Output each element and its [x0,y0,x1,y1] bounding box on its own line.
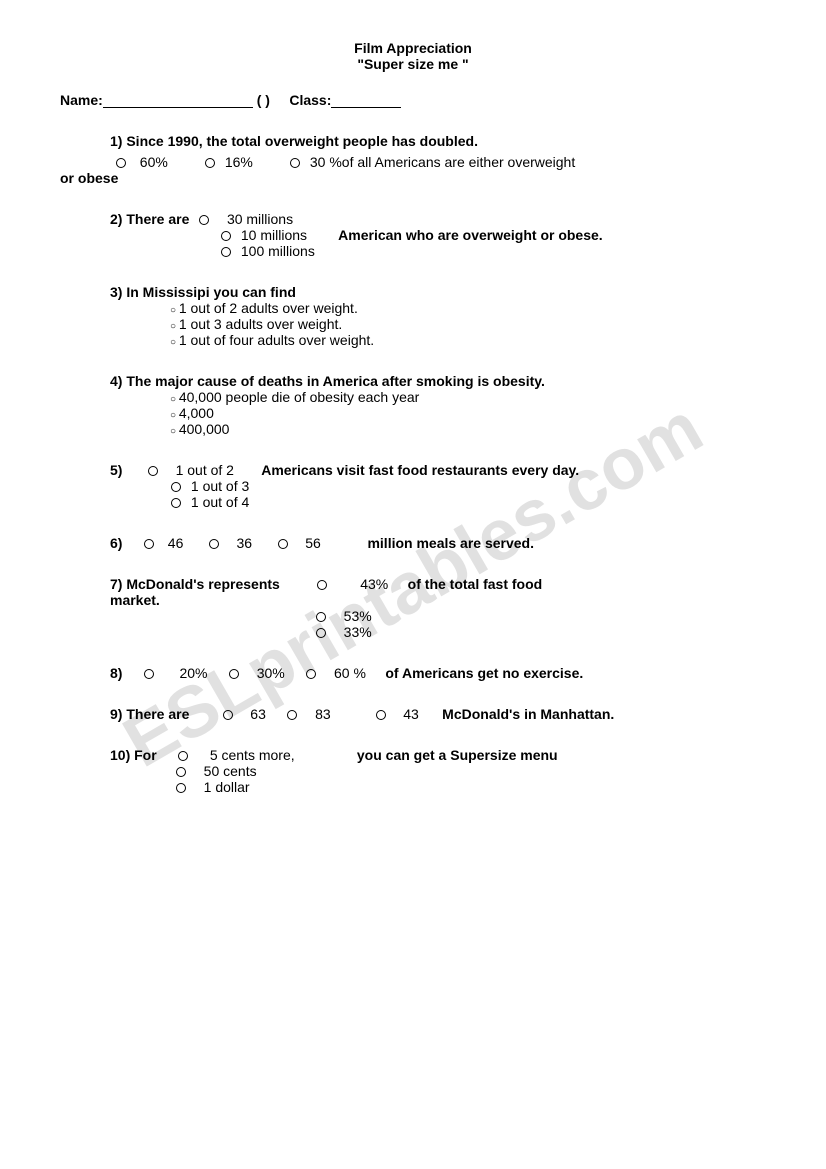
q1-opt3: 30 %of all Americans are either overweig… [310,154,575,170]
name-blank[interactable] [103,94,253,108]
radio-icon[interactable] [171,498,181,508]
q7-lead: 7) McDonald's represents [110,576,280,592]
q4-prompt: 4) The major cause of deaths in America … [110,373,766,389]
radio-icon[interactable] [221,247,231,257]
q4-opt1[interactable]: 40,000 people die of obesity each year [170,389,766,405]
q1-tail: or obese [60,170,766,186]
q8-lead: 8) [110,665,122,681]
radio-icon[interactable] [148,466,158,476]
q10-opt3: 1 dollar [204,779,250,795]
question-7: 7) McDonald's represents 43% of the tota… [110,576,766,640]
question-8: 8) 20% 30% 60 % of Americans get no exer… [110,665,766,681]
q9-tail: McDonald's in Manhattan. [442,706,614,722]
q1-options: 60% 16% 30 %of all Americans are either … [110,154,766,170]
q6-opt1: 46 [168,535,184,551]
radio-icon[interactable] [178,751,188,761]
q1-opt2: 16% [225,154,253,170]
class-blank[interactable] [331,94,401,108]
q8-opt1: 20% [179,665,207,681]
q7-opt3: 33% [344,624,372,640]
q6-lead: 6) [110,535,122,551]
q4-opt3[interactable]: 400,000 [170,421,766,437]
q5-opt1: 1 out of 2 [176,462,234,478]
q7-opt2: 53% [344,608,372,624]
q1-opt1: 60% [140,154,168,170]
q2-tail: American who are overweight or obese. [338,227,603,243]
q9-lead: 9) There are [110,706,189,722]
q10-opt2: 50 cents [204,763,257,779]
q5-lead: 5) [110,462,122,478]
question-2: 2) There are 30 millions 10 millions Ame… [110,211,766,259]
name-class-row: Name: ( ) Class: [60,92,766,108]
q1-prompt: 1) Since 1990, the total overweight peop… [110,133,766,149]
class-label: Class: [289,92,331,108]
radio-icon[interactable] [223,710,233,720]
q3-opt1[interactable]: 1 out of 2 adults over weight. [170,300,766,316]
q5-opt2: 1 out of 3 [191,478,249,494]
q4-opt2[interactable]: 4,000 [170,405,766,421]
radio-icon[interactable] [176,783,186,793]
radio-icon[interactable] [290,158,300,168]
radio-icon[interactable] [199,215,209,225]
radio-icon[interactable] [144,539,154,549]
q3-prompt: 3) In Mississipi you can find [110,284,766,300]
q3-opt3[interactable]: 1 out of four adults over weight. [170,332,766,348]
q6-opt2: 36 [237,535,253,551]
q8-opt3: 60 % [334,665,366,681]
radio-icon[interactable] [209,539,219,549]
q8-tail: of Americans get no exercise. [385,665,583,681]
title-line-2: "Super size me " [60,56,766,72]
parens: ( ) [257,92,270,108]
name-label: Name: [60,92,103,108]
question-10: 10) For 5 cents more, you can get a Supe… [110,747,766,795]
radio-icon[interactable] [316,628,326,638]
question-6: 6) 46 36 56 million meals are served. [110,535,766,551]
worksheet-content: Film Appreciation "Super size me " Name:… [60,40,766,795]
q8-opt2: 30% [257,665,285,681]
question-4: 4) The major cause of deaths in America … [110,373,766,437]
q10-lead: 10) For [110,747,157,763]
q3-opt2[interactable]: 1 out 3 adults over weight. [170,316,766,332]
question-1: 1) Since 1990, the total overweight peop… [110,133,766,186]
radio-icon[interactable] [116,158,126,168]
question-5: 5) 1 out of 2 Americans visit fast food … [110,462,766,510]
radio-icon[interactable] [221,231,231,241]
radio-icon[interactable] [205,158,215,168]
q9-opt2: 83 [315,706,331,722]
radio-icon[interactable] [376,710,386,720]
q7-tail: of the total fast food [408,576,543,592]
q9-opt3: 43 [403,706,419,722]
radio-icon[interactable] [287,710,297,720]
radio-icon[interactable] [306,669,316,679]
radio-icon[interactable] [171,482,181,492]
question-9: 9) There are 63 83 43 McDonald's in Manh… [110,706,766,722]
q2-opt2: 10 millions [241,227,307,243]
radio-icon[interactable] [144,669,154,679]
radio-icon[interactable] [317,580,327,590]
q5-tail: Americans visit fast food restaurants ev… [261,462,579,478]
q2-lead: 2) There are [110,211,189,227]
q9-opt1: 63 [250,706,266,722]
title-line-1: Film Appreciation [60,40,766,56]
q6-opt3: 56 [305,535,321,551]
q6-tail: million meals are served. [367,535,534,551]
radio-icon[interactable] [229,669,239,679]
radio-icon[interactable] [278,539,288,549]
question-3: 3) In Mississipi you can find 1 out of 2… [110,284,766,348]
q2-opt3: 100 millions [241,243,315,259]
q2-opt1: 30 millions [227,211,293,227]
q7-opt1: 43% [360,576,388,592]
q5-opt3: 1 out of 4 [191,494,249,510]
q10-tail: you can get a Supersize menu [357,747,558,763]
radio-icon[interactable] [316,612,326,622]
header: Film Appreciation "Super size me " [60,40,766,72]
q10-opt1: 5 cents more, [210,747,295,763]
q7-tail2: market. [110,592,766,608]
radio-icon[interactable] [176,767,186,777]
